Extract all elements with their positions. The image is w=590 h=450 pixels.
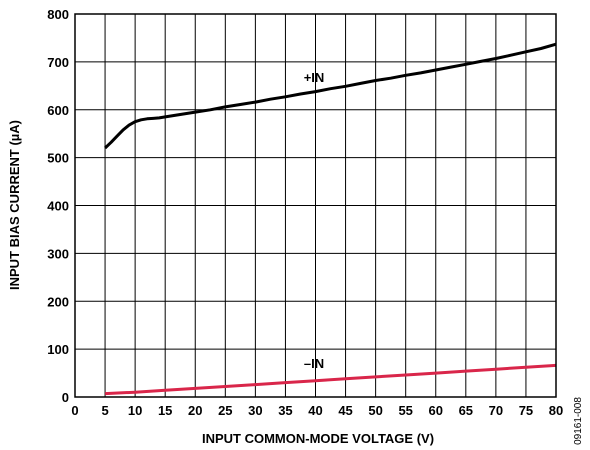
series-label-minus-in: –IN (304, 356, 324, 371)
x-tick-label: 20 (188, 403, 202, 418)
x-tick-label: 60 (429, 403, 443, 418)
x-tick-label: 35 (278, 403, 292, 418)
y-tick-label: 400 (47, 199, 69, 214)
x-tick-label: 70 (489, 403, 503, 418)
y-axis-ticks: 0 100 200 300 400 500 600 700 800 (47, 7, 69, 405)
x-tick-label: 55 (398, 403, 412, 418)
y-tick-label: 0 (62, 390, 69, 405)
x-tick-label: 10 (128, 403, 142, 418)
x-tick-label: 25 (218, 403, 232, 418)
y-tick-label: 300 (47, 246, 69, 261)
y-tick-label: 500 (47, 151, 69, 166)
series-line-plus-in (104, 42, 557, 150)
x-tick-label: 80 (549, 403, 563, 418)
y-tick-label: 100 (47, 342, 69, 357)
x-tick-label: 45 (338, 403, 352, 418)
y-tick-label: 700 (47, 55, 69, 70)
series-lines (104, 42, 557, 396)
x-tick-label: 5 (101, 403, 108, 418)
y-axis-title: INPUT BIAS CURRENT (µA) (7, 120, 22, 290)
y-tick-label: 800 (47, 7, 69, 22)
x-tick-label: 15 (158, 403, 172, 418)
series-label-plus-in: +IN (304, 70, 325, 85)
x-tick-label: 65 (459, 403, 473, 418)
y-tick-label: 200 (47, 294, 69, 309)
x-tick-label: 40 (308, 403, 322, 418)
x-tick-label: 0 (71, 403, 78, 418)
x-axis-ticks: 0 5 10 15 20 25 30 35 40 45 50 55 60 65 70 75 80 (71, 403, 563, 418)
x-axis-title: INPUT COMMON-MODE VOLTAGE (V) (202, 431, 434, 446)
figure-id: 09161-008 (573, 397, 584, 445)
x-tick-label: 30 (248, 403, 262, 418)
y-tick-label: 600 (47, 103, 69, 118)
series-line-minus-in (105, 363, 557, 396)
x-tick-label: 75 (519, 403, 533, 418)
x-tick-label: 50 (368, 403, 382, 418)
plot-frame (74, 13, 557, 398)
